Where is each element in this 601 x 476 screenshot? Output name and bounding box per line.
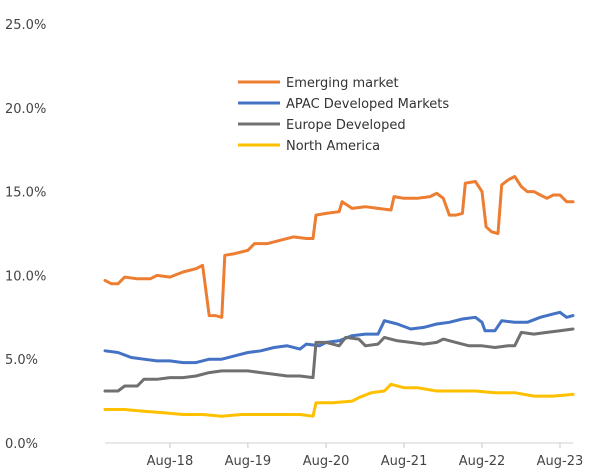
x-tick-label: Aug-23 <box>537 454 584 469</box>
legend-label: Emerging market <box>286 76 399 91</box>
x-tick-label: Aug-18 <box>147 454 194 469</box>
series-line <box>103 327 575 393</box>
y-tick-label: 10.0% <box>5 269 46 284</box>
x-tick-label: Aug-19 <box>225 454 272 469</box>
legend-label: Europe Developed <box>286 118 406 133</box>
x-axis-ticks: Aug-18 Aug-19 Aug-20 Aug-21 Aug-22 Aug-23 <box>147 443 584 469</box>
x-tick-label: Aug-21 <box>381 454 428 469</box>
y-tick-label: 0.0% <box>5 437 38 452</box>
y-tick-label: 5.0% <box>5 353 38 368</box>
y-tick-label: 15.0% <box>5 186 46 201</box>
x-tick-label: Aug-22 <box>459 454 506 469</box>
y-axis-labels: 0.0% 5.0% 10.0% 15.0% 20.0% 25.0% <box>5 18 46 452</box>
legend-label: North America <box>286 139 380 154</box>
y-tick-label: 25.0% <box>5 18 46 33</box>
series-group <box>103 175 575 418</box>
x-tick-label: Aug-20 <box>303 454 350 469</box>
series-line <box>103 175 575 319</box>
legend: Emerging market APAC Developed Markets Eur… <box>238 76 449 154</box>
series-line <box>103 310 575 365</box>
legend-label: APAC Developed Markets <box>286 97 449 112</box>
series-line <box>103 382 575 418</box>
y-tick-label: 20.0% <box>5 102 46 117</box>
